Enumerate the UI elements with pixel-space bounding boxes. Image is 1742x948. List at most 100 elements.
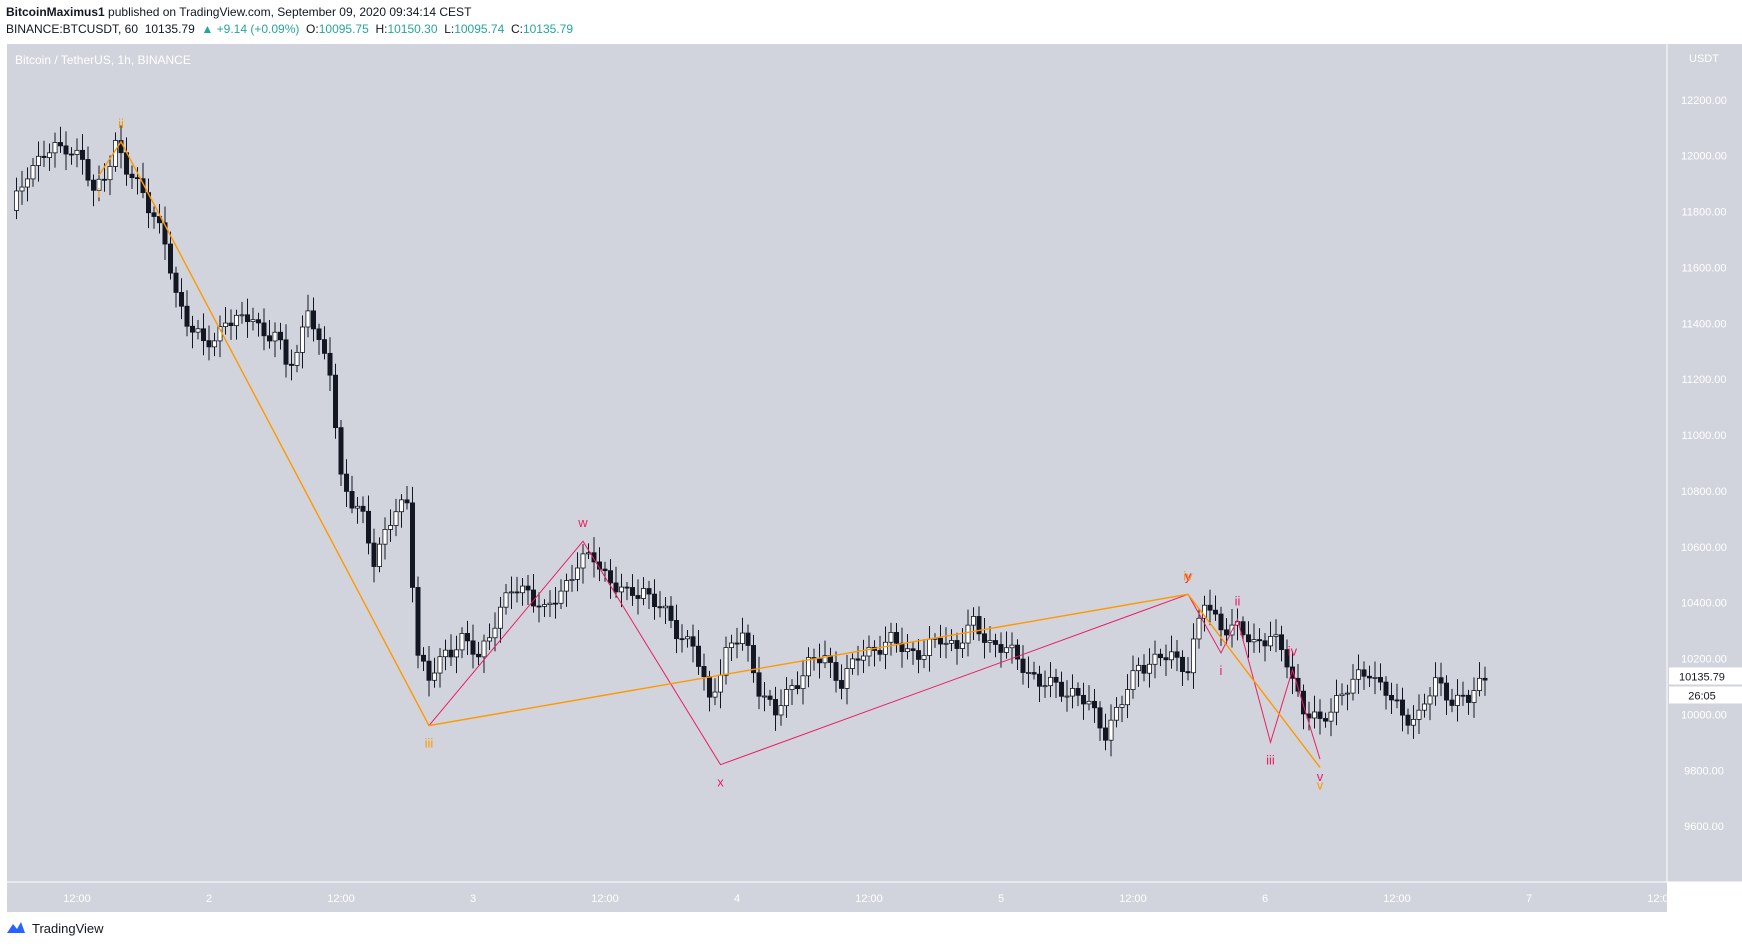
candle-body (602, 568, 608, 572)
plot-background[interactable] (7, 44, 1667, 882)
candle-body (520, 585, 525, 594)
x-tick-label: 12:00 (1119, 893, 1147, 905)
author-name[interactable]: BitcoinMaximus1 (6, 5, 105, 19)
candle-body (1026, 672, 1031, 674)
candle-body (987, 640, 993, 643)
candle-body (476, 653, 481, 658)
ohlc-open-label: O: (306, 22, 319, 36)
candle-body (399, 499, 404, 513)
chart-legend: Bitcoin / TetherUS, 1h, BINANCE (15, 53, 191, 67)
candle-body (294, 351, 300, 366)
candle-body (1295, 677, 1301, 692)
candle-body (1290, 666, 1295, 679)
candle-body (311, 310, 316, 330)
candle-body (173, 272, 179, 293)
wave-sub-left-line (428, 540, 1189, 766)
candle-body (756, 672, 762, 697)
candle-body (1174, 651, 1180, 658)
x-tick-label: 12:00 (591, 893, 619, 905)
candle-body (1345, 692, 1350, 695)
candle-body (1092, 700, 1097, 709)
candle-body (1279, 634, 1284, 651)
candle-body (690, 636, 696, 647)
candle-body (850, 658, 855, 669)
y-tick-label: 12200.00 (1681, 95, 1727, 107)
candle-body (1361, 669, 1367, 677)
candle-body (283, 339, 289, 365)
candle-body (421, 654, 426, 662)
candle-body (135, 177, 140, 180)
candle-body (1152, 653, 1158, 665)
time-axis-background[interactable] (7, 882, 1667, 912)
tradingview-logo-icon (7, 922, 25, 933)
candle-body (646, 588, 652, 595)
currency-label: USDT (1689, 53, 1719, 65)
candle-body (1356, 669, 1361, 680)
candle-body (25, 178, 30, 188)
candle-body (1020, 658, 1026, 673)
wave-label: v (1317, 769, 1324, 784)
x-tick-label: 12:00 (327, 893, 355, 905)
candle-body (19, 186, 25, 192)
footer-brand[interactable]: TradingView (6, 917, 104, 939)
candle-body (547, 602, 553, 606)
y-tick-label: 11200.00 (1681, 374, 1726, 386)
candle-body (184, 305, 190, 327)
candle-body (635, 595, 641, 599)
candle-body (1317, 711, 1323, 719)
candle-body (80, 149, 85, 160)
candle-body (437, 656, 443, 674)
candle-body (1037, 673, 1042, 687)
candle-body (14, 190, 19, 211)
candle-body (910, 648, 916, 651)
published-text: published on TradingView.com, September … (108, 5, 472, 19)
candle-body (393, 511, 399, 526)
candle-body (74, 149, 80, 155)
candle-body (1482, 677, 1488, 681)
candle-body (289, 363, 294, 366)
candle-body (564, 580, 569, 592)
candle-body (41, 155, 47, 158)
wave-label: iv (1183, 568, 1193, 583)
candle-body (52, 142, 58, 154)
candle-body (1108, 719, 1114, 741)
candle-body (778, 705, 784, 716)
symbol-label[interactable]: BINANCE:BTCUSDT, 60 (6, 22, 139, 36)
y-tick-label: 10400.00 (1681, 598, 1727, 610)
candle-body (1438, 677, 1444, 684)
x-tick-label: 7 (1526, 893, 1532, 905)
candle-body (740, 632, 745, 644)
candle-body (1251, 639, 1257, 643)
candle-body (432, 672, 437, 681)
candle-body (1466, 694, 1471, 703)
y-axis-ticks: 12200.00 12000.00 11800.00 11600.00 11400.00… (1681, 95, 1727, 833)
candle-body (789, 685, 795, 690)
candle-body (624, 586, 630, 589)
candle-body (206, 340, 212, 348)
price-axis-background[interactable] (1667, 44, 1742, 882)
candle-body (1268, 636, 1273, 647)
wave-label: y (1185, 568, 1192, 583)
candle-body (954, 640, 960, 649)
candle-body (745, 632, 751, 646)
candle-body (1125, 689, 1130, 706)
candle-body (866, 646, 872, 657)
candle-body (1444, 682, 1449, 701)
candle-body (707, 676, 712, 698)
candle-body (300, 326, 305, 353)
candle-body (1053, 676, 1059, 683)
x-tick-label: 12:00 (1647, 893, 1675, 905)
candle-body (1383, 681, 1389, 696)
candle-body (514, 591, 520, 594)
candle-body (734, 642, 740, 645)
candle-body (1224, 629, 1229, 636)
candle-body (492, 627, 498, 639)
candle-body (943, 642, 949, 645)
last-price: 10135.79 (144, 22, 195, 36)
candle-body (817, 658, 822, 664)
candle-body (800, 675, 806, 690)
candle-body (195, 328, 201, 333)
candle-body (569, 579, 575, 581)
